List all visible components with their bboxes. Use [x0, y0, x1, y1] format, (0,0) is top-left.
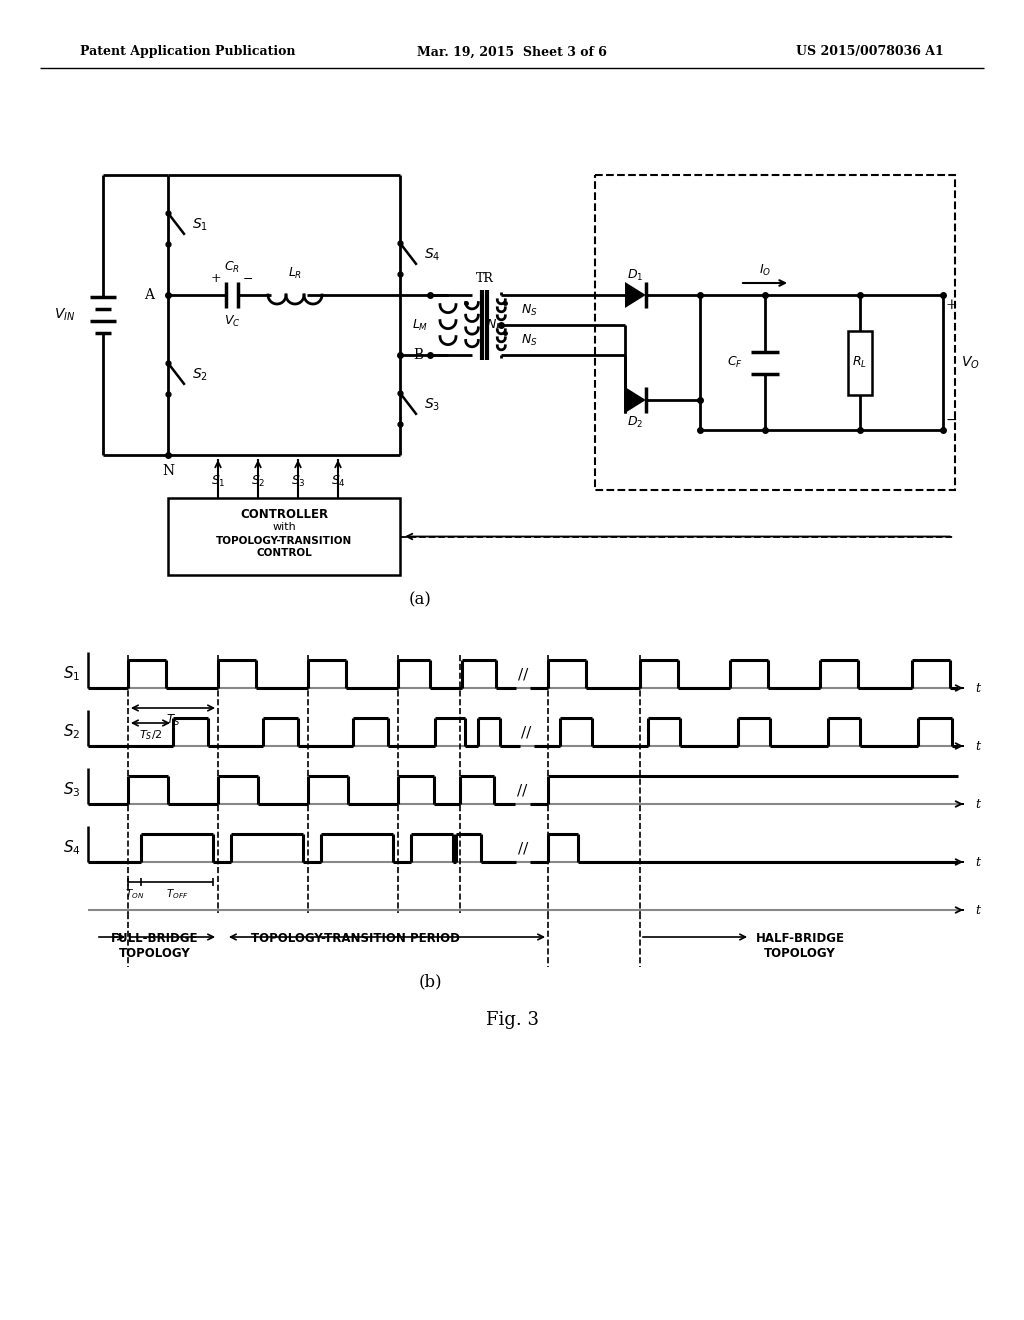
Polygon shape: [625, 387, 646, 413]
Text: $S_3$: $S_3$: [63, 780, 81, 800]
Text: $T_{ON}$: $T_{ON}$: [125, 887, 144, 900]
Text: $V_O$: $V_O$: [961, 354, 980, 371]
Text: $S_3$: $S_3$: [291, 474, 305, 488]
Text: $S_1$: $S_1$: [63, 665, 81, 684]
Text: t: t: [976, 797, 981, 810]
Text: FULL-BRIDGE
TOPOLOGY: FULL-BRIDGE TOPOLOGY: [112, 932, 199, 960]
Text: +: +: [945, 298, 956, 312]
Text: $S_2$: $S_2$: [193, 367, 208, 383]
Text: //: //: [517, 783, 527, 797]
Text: $S_2$: $S_2$: [251, 474, 265, 488]
Text: US 2015/0078036 A1: US 2015/0078036 A1: [797, 45, 944, 58]
Text: $N_P$: $N_P$: [486, 317, 503, 333]
Text: $L_R$: $L_R$: [288, 265, 302, 281]
Text: $D_2$: $D_2$: [628, 414, 643, 429]
Text: A: A: [144, 288, 154, 302]
Bar: [848, 330, 872, 395]
Text: $S_1$: $S_1$: [211, 474, 225, 488]
Text: CONTROL: CONTROL: [256, 548, 312, 557]
Text: $C_R$: $C_R$: [224, 260, 240, 275]
Text: $R_L$: $R_L$: [853, 355, 867, 370]
Text: $T_{OFF}$: $T_{OFF}$: [166, 887, 188, 900]
Text: $D_1$: $D_1$: [628, 268, 643, 282]
Text: +: +: [211, 272, 221, 285]
Text: (b): (b): [418, 974, 441, 990]
Text: $T_S$: $T_S$: [166, 713, 180, 727]
Text: t: t: [976, 855, 981, 869]
Text: $S_1$: $S_1$: [193, 216, 208, 234]
Text: $S_4$: $S_4$: [424, 247, 440, 263]
Bar: [595, 176, 955, 490]
Text: t: t: [976, 903, 981, 916]
Text: t: t: [976, 739, 981, 752]
Text: $T_S/2$: $T_S/2$: [139, 729, 162, 742]
Text: $S_4$: $S_4$: [63, 838, 81, 858]
Text: $N_S$: $N_S$: [521, 333, 538, 347]
Text: $C_F$: $C_F$: [727, 355, 743, 370]
Text: $V_C$: $V_C$: [223, 313, 241, 329]
Bar: [168, 498, 400, 576]
Text: $V_{IN}$: $V_{IN}$: [53, 306, 75, 323]
Text: TOPOLOGY-TRANSITION: TOPOLOGY-TRANSITION: [216, 536, 352, 545]
Text: HALF-BRIDGE
TOPOLOGY: HALF-BRIDGE TOPOLOGY: [756, 932, 845, 960]
Text: N: N: [162, 465, 174, 478]
Text: −: −: [945, 413, 956, 426]
Text: −: −: [243, 272, 253, 285]
Text: TR: TR: [475, 272, 494, 285]
Text: t: t: [976, 681, 981, 694]
Text: (a): (a): [409, 591, 431, 609]
Text: $L_M$: $L_M$: [412, 317, 428, 333]
Text: //: //: [521, 725, 531, 739]
Text: with: with: [272, 523, 296, 532]
Text: $S_3$: $S_3$: [424, 397, 440, 413]
Text: //: //: [518, 667, 528, 681]
Text: $S_2$: $S_2$: [63, 722, 81, 742]
Text: Fig. 3: Fig. 3: [485, 1011, 539, 1030]
Text: $N_S$: $N_S$: [521, 302, 538, 318]
Text: //: //: [518, 841, 528, 855]
Text: Mar. 19, 2015  Sheet 3 of 6: Mar. 19, 2015 Sheet 3 of 6: [417, 45, 607, 58]
Text: CONTROLLER: CONTROLLER: [240, 508, 328, 521]
Text: $I_O$: $I_O$: [759, 263, 771, 277]
Text: B: B: [413, 348, 423, 362]
Text: TOPOLOGY-TRANSITION PERIOD: TOPOLOGY-TRANSITION PERIOD: [251, 932, 460, 945]
Text: Patent Application Publication: Patent Application Publication: [80, 45, 296, 58]
Text: $S_4$: $S_4$: [331, 474, 345, 488]
Polygon shape: [625, 282, 646, 308]
